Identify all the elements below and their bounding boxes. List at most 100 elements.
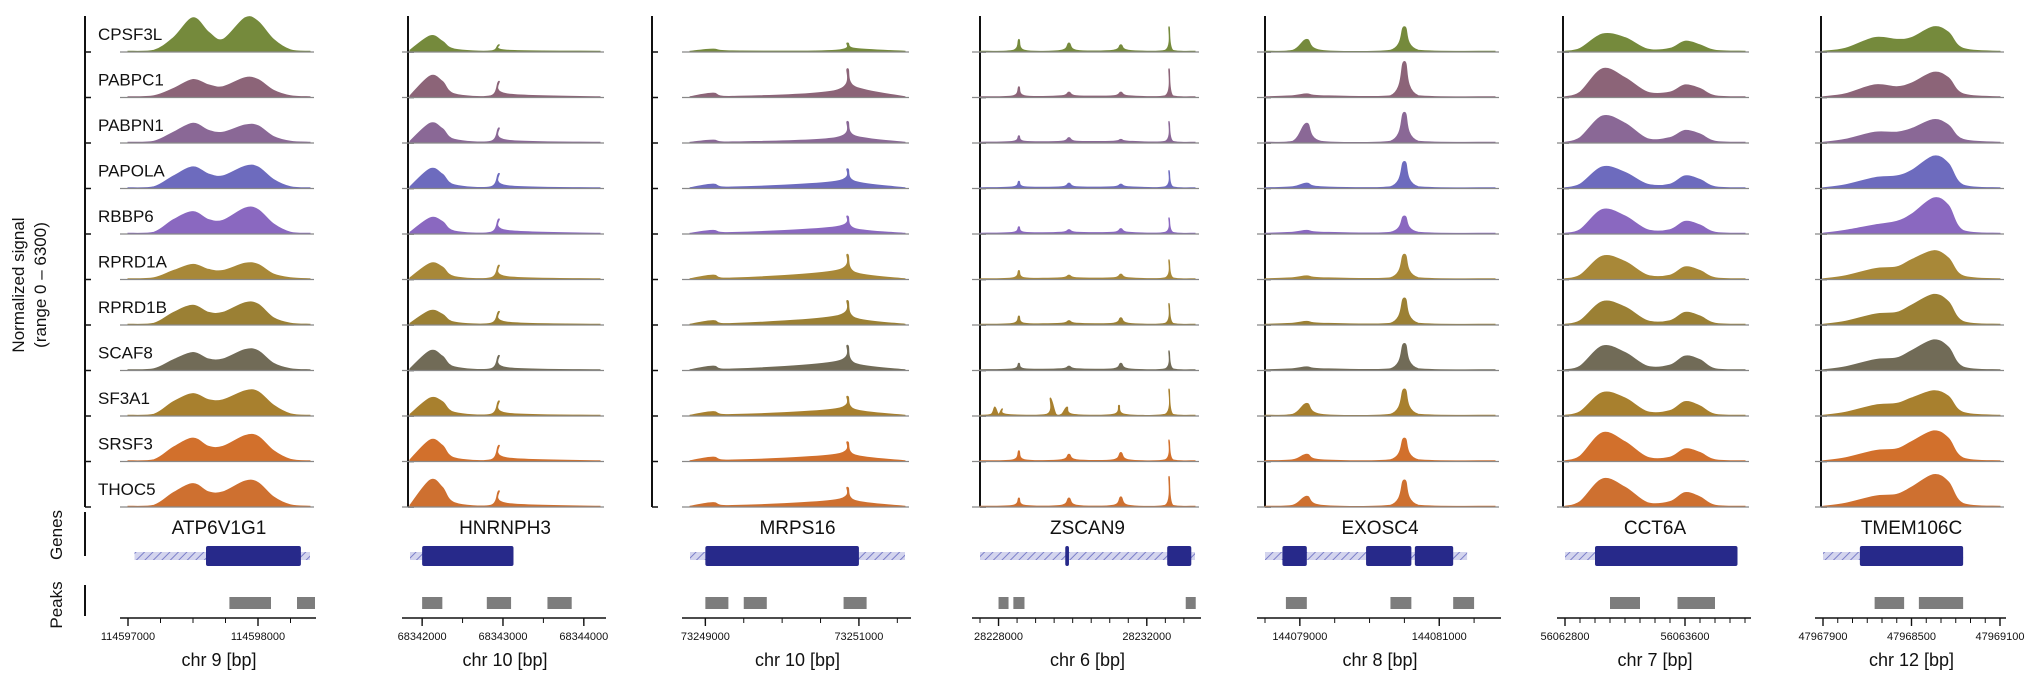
x-axis-tick-label: 47967900 (1799, 631, 1848, 643)
signal-area-thoc5 (1564, 477, 1746, 508)
signal-area-papola (1822, 155, 2001, 189)
signal-area-pabpc1 (1264, 60, 1496, 98)
signal-area-pabpc1 (979, 68, 1196, 98)
peak-region (1185, 597, 1196, 609)
peak-region (229, 597, 271, 609)
x-axis-tick-label: 73251000 (834, 631, 883, 643)
peak-region (705, 597, 729, 609)
track-label-srsf3: SRSF3 (98, 435, 153, 454)
track-label-rprd1b: RPRD1B (98, 298, 167, 317)
signal-area-rprd1b (1564, 300, 1746, 326)
signal-area-scaf8 (1564, 345, 1746, 371)
signal-area-rbbp6 (1564, 208, 1746, 235)
signal-area-srsf3 (979, 439, 1196, 462)
panel-zscan9: ZSCAN9 28228000 28232000 chr 6 [bp] (972, 16, 1201, 670)
signal-area-cpsf3l (1564, 32, 1746, 53)
panel-atp6v1g1: CPSF3L PABPC1 PABPN1 PAPOLA RBBP6 RPRD1A RPRD1… (84, 16, 316, 670)
x-axis-tick-label: 28232000 (1122, 631, 1171, 643)
signal-area-rprd1b (1822, 293, 2001, 326)
signal-area-rprd1b (1264, 297, 1496, 326)
peak-region (1390, 597, 1412, 609)
peak-region (743, 597, 767, 609)
signal-area-pabpn1 (1822, 119, 2001, 144)
signal-area-rprd1a (127, 262, 311, 280)
signal-area-scaf8 (1264, 342, 1496, 371)
peak-region (1677, 597, 1715, 609)
signal-area-scaf8 (689, 344, 906, 371)
x-axis-label: chr 6 [bp] (1050, 650, 1125, 670)
x-axis-tick-label: 47969100 (1976, 631, 2025, 643)
signal-area-rbbp6 (979, 217, 1196, 235)
x-axis-label: chr 8 [bp] (1342, 650, 1417, 670)
signal-area-papola (689, 168, 906, 189)
signal-area-thoc5 (1822, 473, 2001, 508)
peak-region (1874, 597, 1905, 609)
signal-area-cpsf3l (689, 42, 906, 53)
signal-area-pabpc1 (689, 68, 906, 98)
track-label-scaf8: SCAF8 (98, 344, 153, 363)
signal-area-papola (409, 167, 601, 189)
gene-exon (1065, 546, 1069, 566)
panel-mrps16: MRPS16 73249000 73251000 chr 10 [bp] (651, 16, 911, 670)
x-axis-label: chr 7 [bp] (1617, 650, 1692, 670)
signal-area-cpsf3l (409, 35, 601, 53)
signal-area-rbbp6 (1264, 215, 1496, 235)
x-axis-tick-label: 73249000 (681, 631, 730, 643)
signal-area-thoc5 (979, 475, 1196, 508)
peak-region (486, 597, 512, 609)
signal-area-pabpn1 (1564, 114, 1746, 144)
signal-area-pabpc1 (1564, 67, 1746, 98)
x-axis-tick-label: 144079000 (1272, 631, 1327, 643)
y-axis-range: (range 0 – 6300) (31, 222, 50, 348)
signal-area-srsf3 (689, 441, 906, 462)
signal-area-cpsf3l (979, 26, 1196, 53)
signal-area-sf3a1 (1564, 391, 1746, 417)
panel-hnrnph3: HNRNPH3 68342000 68343000 68344000 chr 10 [b… (398, 16, 608, 670)
signal-area-rbbp6 (1822, 197, 2001, 235)
panel-tmem106c: TMEM106C 47967900 47968500 47969100 chr 12 [… (1799, 16, 2025, 670)
gene-exon (422, 546, 514, 566)
signal-area-srsf3 (1822, 430, 2001, 462)
x-axis-tick-label: 68342000 (398, 631, 447, 643)
x-axis-tick-label: 68343000 (479, 631, 528, 643)
track-label-cpsf3l: CPSF3L (98, 25, 162, 44)
gene-exon (1859, 546, 1964, 566)
gene-name: HNRNPH3 (459, 518, 551, 539)
x-axis-tick-label: 28228000 (974, 631, 1023, 643)
signal-area-thoc5 (409, 478, 601, 508)
signal-area-rbbp6 (127, 206, 311, 235)
signal-area-sf3a1 (1264, 388, 1496, 417)
signal-area-cpsf3l (1822, 26, 2001, 53)
y-axis-label: Normalized signal (9, 217, 28, 352)
signal-area-rprd1a (979, 259, 1196, 280)
peak-region (1918, 597, 1964, 609)
signal-area-pabpc1 (127, 76, 311, 98)
gene-exon (1595, 546, 1738, 566)
peaks-lane-label: Peaks (47, 581, 66, 628)
signal-area-cpsf3l (1264, 26, 1496, 53)
signal-area-srsf3 (409, 438, 601, 462)
x-axis-label: chr 10 [bp] (462, 650, 547, 670)
signal-area-scaf8 (979, 350, 1196, 371)
x-axis-label: chr 10 [bp] (755, 650, 840, 670)
signal-area-scaf8 (127, 348, 311, 371)
gene-exon (1414, 546, 1454, 566)
signal-area-rprd1a (1822, 250, 2001, 280)
peak-region (1610, 597, 1640, 609)
peak-region (1453, 597, 1475, 609)
x-axis-tick-label: 114597000 (101, 631, 155, 643)
signal-area-sf3a1 (127, 389, 311, 417)
signal-area-rprd1b (979, 302, 1196, 326)
track-label-pabpc1: PABPC1 (98, 71, 164, 90)
signal-area-papola (127, 164, 311, 189)
y-axis-title: Normalized signal (range 0 – 6300) (9, 217, 50, 352)
gene-name: MRPS16 (759, 518, 835, 539)
signal-area-papola (1564, 165, 1746, 189)
signal-area-rbbp6 (409, 216, 601, 235)
gene-name: ATP6V1G1 (172, 518, 267, 539)
signal-area-rprd1a (1264, 253, 1496, 280)
track-label-sf3a1: SF3A1 (98, 389, 150, 408)
lane-labels: Genes Peaks (47, 510, 66, 629)
track-label-pabpn1: PABPN1 (98, 116, 164, 135)
